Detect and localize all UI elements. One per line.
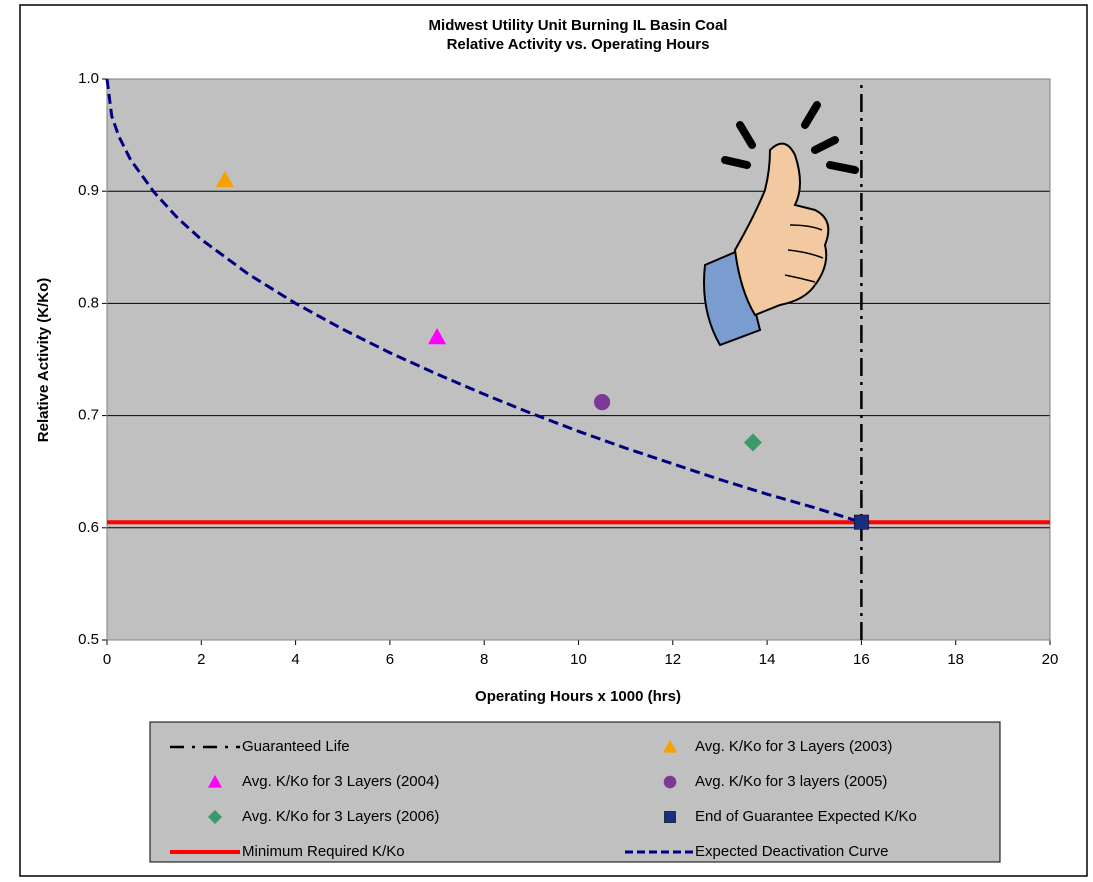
x-tick-label: 0 — [103, 651, 111, 668]
legend-label: Guaranteed Life — [242, 738, 350, 755]
legend-label: Avg. K/Ko for 3 layers (2005) — [695, 773, 887, 790]
marker — [594, 394, 610, 410]
marker — [664, 811, 675, 822]
x-tick-label: 14 — [759, 651, 776, 668]
y-tick-label: 0.7 — [78, 407, 99, 424]
x-tick-label: 8 — [480, 651, 488, 668]
legend-label: Minimum Required K/Ko — [242, 843, 405, 860]
chart: Midwest Utility Unit Burning IL Basin Co… — [0, 0, 1093, 882]
legend-label: End of Guarantee Expected K/Ko — [695, 808, 917, 825]
y-tick-label: 1.0 — [78, 70, 99, 87]
chart-subtitle: Relative Activity vs. Operating Hours — [447, 36, 710, 53]
x-tick-label: 4 — [291, 651, 299, 668]
legend-label: Avg. K/Ko for 3 Layers (2006) — [242, 808, 439, 825]
y-tick-label: 0.5 — [78, 631, 99, 648]
x-tick-label: 16 — [853, 651, 870, 668]
x-tick-label: 6 — [386, 651, 394, 668]
marker — [854, 515, 868, 529]
y-tick-label: 0.9 — [78, 182, 99, 199]
x-tick-label: 2 — [197, 651, 205, 668]
x-tick-label: 10 — [570, 651, 587, 668]
x-tick-label: 20 — [1042, 651, 1059, 668]
x-tick-label: 12 — [664, 651, 681, 668]
plot-background — [107, 79, 1050, 640]
y-axis-label: Relative Activity (K/Ko) — [35, 278, 52, 442]
legend-label: Expected Deactivation Curve — [695, 843, 888, 860]
marker — [664, 776, 677, 789]
y-tick-label: 0.6 — [78, 519, 99, 536]
y-tick-label: 0.8 — [78, 294, 99, 311]
x-axis-label: Operating Hours x 1000 (hrs) — [475, 688, 681, 705]
plot-area: 0.5 0.6 0.7 0.8 0.9 1.0 0 2 4 6 8 10 12 14 16 18 20 — [78, 70, 1058, 668]
legend-label: Avg. K/Ko for 3 Layers (2003) — [695, 738, 892, 755]
legend-label: Avg. K/Ko for 3 Layers (2004) — [242, 773, 439, 790]
chart-title: Midwest Utility Unit Burning IL Basin Co… — [429, 17, 728, 34]
x-tick-label: 18 — [947, 651, 964, 668]
